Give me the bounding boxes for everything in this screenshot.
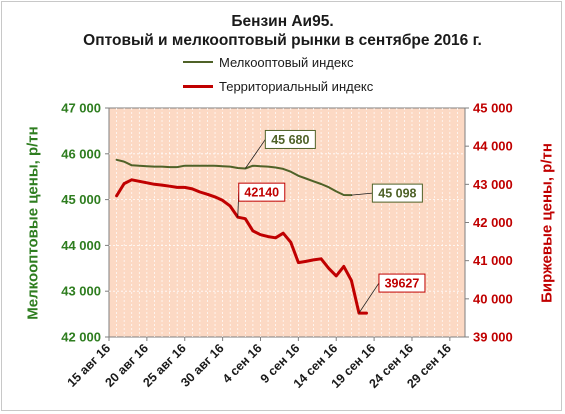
annotation-label: 42140 — [244, 186, 279, 200]
data-point-territorial — [312, 259, 315, 261]
data-point-small-wholesale — [138, 165, 140, 167]
data-point-territorial — [206, 193, 209, 195]
data-point-territorial — [267, 236, 269, 238]
y-right-tick-label: 41 000 — [473, 253, 513, 268]
annotation-leader — [358, 282, 380, 314]
data-point-territorial — [290, 241, 292, 243]
data-point-small-wholesale — [161, 166, 163, 168]
data-point-territorial — [252, 230, 254, 232]
data-point-small-wholesale — [199, 165, 201, 167]
series-line-territorial — [115, 178, 368, 315]
data-point-small-wholesale — [297, 175, 299, 177]
data-point-territorial — [305, 260, 307, 263]
data-point-territorial — [123, 182, 125, 185]
annotation-leader — [351, 192, 373, 196]
annotation-label: 45 680 — [271, 133, 309, 147]
legend-item-small-wholesale: Мелкооптовый индекс — [183, 53, 353, 71]
data-point-small-wholesale — [259, 165, 262, 167]
data-point-territorial — [282, 232, 284, 234]
data-point-small-wholesale — [153, 166, 156, 168]
data-point-small-wholesale — [229, 166, 231, 168]
data-point-small-wholesale — [191, 165, 193, 167]
data-point-territorial — [222, 199, 224, 201]
data-point-small-wholesale — [131, 164, 133, 166]
y-right-tick-label: 39 000 — [473, 330, 513, 345]
annotation-box — [378, 273, 426, 293]
y-right-tick-label: 45 000 — [473, 101, 513, 116]
y-right-tick-label: 44 000 — [473, 139, 513, 154]
legend-swatch-green — [183, 61, 213, 63]
data-point-small-wholesale — [222, 165, 224, 167]
data-point-territorial — [343, 265, 345, 267]
data-point-small-wholesale — [275, 166, 277, 169]
data-point-small-wholesale — [282, 168, 284, 170]
legend-label-small-wholesale: Мелкооптовый индекс — [219, 54, 354, 70]
data-point-small-wholesale — [123, 160, 125, 163]
data-point-territorial — [275, 237, 277, 239]
chart-title-line2: Оптовый и мелкооптовый рынки в сентябре … — [83, 32, 482, 49]
data-point-territorial — [320, 258, 322, 260]
y-right-tick-label: 40 000 — [473, 291, 513, 306]
y-right-tick-label: 43 000 — [473, 177, 513, 192]
data-point-small-wholesale — [305, 177, 307, 180]
data-point-territorial — [259, 234, 262, 236]
y-left-tick-label: 42 000 — [61, 330, 101, 345]
legend-item-territorial: Территориальный индекс — [183, 77, 373, 95]
data-point-territorial — [191, 188, 193, 190]
data-point-territorial — [244, 218, 246, 220]
data-point-small-wholesale — [343, 194, 345, 196]
y-left-tick-label: 43 000 — [61, 284, 101, 299]
data-point-territorial — [146, 182, 148, 184]
data-point-small-wholesale — [115, 159, 118, 161]
annotation-box — [371, 183, 423, 203]
series-line-small-wholesale — [115, 158, 353, 197]
data-point-small-wholesale — [328, 186, 330, 188]
data-point-territorial — [199, 191, 201, 193]
data-point-small-wholesale — [335, 190, 337, 192]
data-point-small-wholesale — [267, 166, 269, 168]
y-left-tick-label: 45 000 — [61, 192, 101, 207]
data-point-territorial — [184, 186, 186, 188]
data-point-small-wholesale — [312, 180, 315, 182]
data-point-territorial — [138, 180, 140, 182]
legend-label-territorial: Территориальный индекс — [219, 78, 374, 94]
data-point-small-wholesale — [320, 183, 322, 185]
y-right-tick-label: 42 000 — [473, 215, 513, 230]
data-point-territorial — [229, 205, 231, 207]
data-point-territorial — [161, 184, 163, 186]
data-point-territorial — [176, 186, 178, 188]
data-point-small-wholesale — [176, 166, 178, 168]
data-point-small-wholesale — [214, 165, 216, 167]
chart-title-line1: Бензин Аи95. — [231, 13, 334, 30]
annotation-label: 45 098 — [378, 187, 416, 201]
data-point-small-wholesale — [146, 165, 148, 167]
data-point-small-wholesale — [184, 165, 186, 167]
y-left-tick-label: 47 000 — [61, 101, 101, 116]
y-left-tick-label: 46 000 — [61, 146, 101, 161]
data-point-territorial — [131, 179, 133, 181]
data-point-territorial — [168, 185, 171, 187]
data-point-small-wholesale — [237, 167, 239, 169]
data-point-small-wholesale — [168, 166, 171, 168]
data-point-territorial — [335, 275, 337, 277]
data-point-territorial — [153, 183, 156, 185]
data-point-territorial — [350, 279, 352, 282]
annotation-label: 39627 — [385, 277, 420, 291]
annotation-leader — [245, 139, 266, 169]
data-point-territorial — [365, 312, 368, 314]
data-point-small-wholesale — [252, 165, 254, 167]
data-point-territorial — [297, 261, 299, 264]
legend-swatch-red — [183, 84, 213, 88]
x-tick-label: 4 сен 16 — [220, 341, 265, 386]
annotation-box — [238, 182, 286, 202]
data-point-small-wholesale — [290, 171, 292, 173]
data-point-territorial — [115, 195, 118, 197]
data-point-territorial — [214, 196, 216, 198]
annotation-box — [264, 129, 316, 149]
data-point-small-wholesale — [206, 165, 209, 167]
data-point-territorial — [328, 267, 330, 269]
y-left-tick-label: 44 000 — [61, 238, 101, 253]
